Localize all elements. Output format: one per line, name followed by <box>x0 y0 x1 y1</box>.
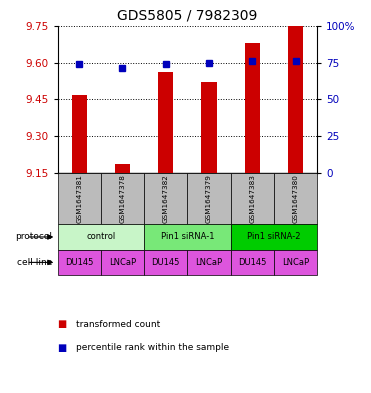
Text: GSM1647378: GSM1647378 <box>119 174 125 223</box>
Text: DU145: DU145 <box>238 258 266 267</box>
Bar <box>101 173 144 224</box>
Bar <box>144 224 231 250</box>
Text: LNCaP: LNCaP <box>109 258 136 267</box>
Bar <box>58 250 101 275</box>
Text: cell line: cell line <box>17 258 52 267</box>
Text: ■: ■ <box>58 343 67 353</box>
Text: Pin1 siRNA-2: Pin1 siRNA-2 <box>247 233 301 241</box>
Text: LNCaP: LNCaP <box>282 258 309 267</box>
Text: GSM1647383: GSM1647383 <box>249 174 255 223</box>
Bar <box>72 95 87 173</box>
Text: ■: ■ <box>58 319 67 329</box>
Bar <box>115 163 130 173</box>
Text: DU145: DU145 <box>65 258 93 267</box>
Text: GSM1647380: GSM1647380 <box>293 174 299 223</box>
Text: GSM1647382: GSM1647382 <box>163 174 169 223</box>
Bar <box>187 250 231 275</box>
Bar <box>144 250 187 275</box>
Text: control: control <box>86 233 115 241</box>
Bar <box>201 82 217 173</box>
Bar <box>274 173 317 224</box>
Bar <box>101 250 144 275</box>
Title: GDS5805 / 7982309: GDS5805 / 7982309 <box>117 9 257 23</box>
Bar <box>245 43 260 173</box>
Text: LNCaP: LNCaP <box>196 258 223 267</box>
Bar <box>274 250 317 275</box>
Bar <box>58 224 144 250</box>
Bar <box>158 72 173 173</box>
Bar <box>231 173 274 224</box>
Bar <box>288 26 303 173</box>
Text: transformed count: transformed count <box>76 320 160 329</box>
Text: GSM1647379: GSM1647379 <box>206 174 212 223</box>
Text: Pin1 siRNA-1: Pin1 siRNA-1 <box>161 233 214 241</box>
Bar <box>231 224 317 250</box>
Text: DU145: DU145 <box>151 258 180 267</box>
Bar <box>231 250 274 275</box>
Bar <box>187 173 231 224</box>
Bar <box>144 173 187 224</box>
Text: percentile rank within the sample: percentile rank within the sample <box>76 343 229 352</box>
Text: protocol: protocol <box>15 233 52 241</box>
Text: GSM1647381: GSM1647381 <box>76 174 82 223</box>
Bar <box>58 173 101 224</box>
